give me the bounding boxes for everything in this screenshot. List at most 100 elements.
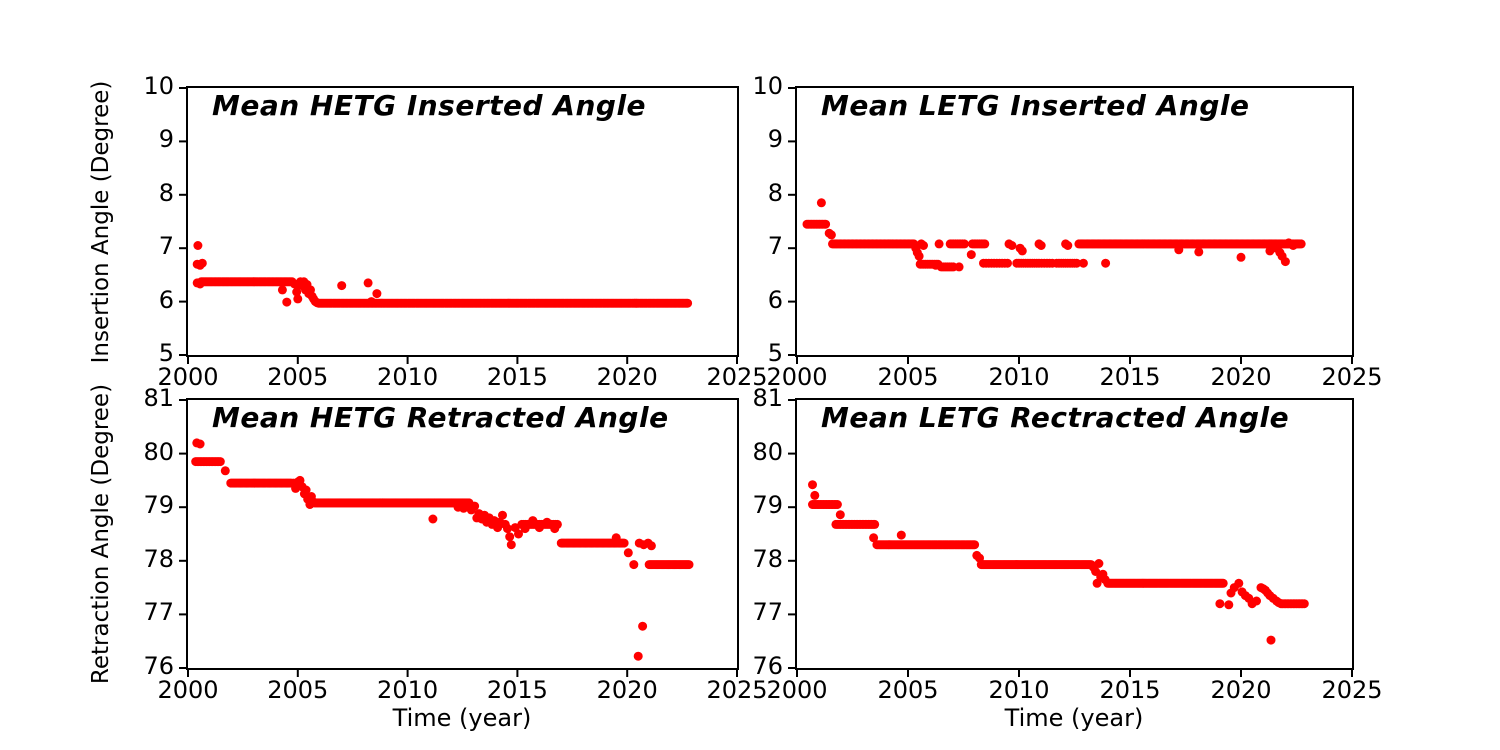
data-point: [470, 501, 480, 511]
panel-letg-inserted: Mean LETG Inserted Angle 2000 2005 2010 201…: [752, 72, 1382, 391]
data-point: [638, 621, 648, 631]
panel-title-letg-inserted: Mean LETG Inserted Angle: [821, 89, 1250, 122]
y-tick-label: 78: [143, 544, 174, 573]
data-point: [1194, 247, 1204, 257]
data-point: [277, 285, 287, 295]
data-point: [503, 524, 512, 534]
x-tick-label: 2015: [486, 676, 548, 704]
data-point: [1224, 600, 1234, 610]
data-point: [514, 529, 523, 539]
x-axis-label-left: Time (year): [392, 704, 532, 732]
data-point: [542, 517, 552, 527]
x-tick-label: 2000: [766, 676, 828, 704]
data-point: [215, 457, 225, 467]
x-axis-label-right: Time (year): [1004, 704, 1144, 732]
letg-retracted-plot-area: [788, 399, 1353, 677]
x-tick-label: 2020: [1210, 363, 1272, 391]
data-point: [1266, 635, 1276, 645]
data-point: [1252, 596, 1261, 606]
x-tick-label: 2005: [877, 363, 939, 391]
data-point: [975, 553, 984, 563]
x-tick-label: 2020: [1210, 676, 1272, 704]
panel-title-letg-retracted: Mean LETG Rectracted Angle: [821, 401, 1290, 434]
x-tick-label: 2015: [1099, 363, 1161, 391]
y-tick-label: 77: [752, 598, 783, 627]
data-point: [293, 294, 303, 304]
x-tick-label: 2025: [706, 363, 768, 391]
y-tick-label: 81: [143, 384, 174, 412]
x-tick-label: 2020: [596, 676, 658, 704]
letg-inserted-plot-area: [788, 87, 1353, 364]
data-point: [1078, 258, 1088, 268]
x-tick-label: 2010: [377, 676, 439, 704]
data-point: [832, 500, 842, 509]
data-point: [1063, 241, 1073, 250]
y-tick-label: 10: [752, 72, 783, 100]
panel-hetg-inserted: Mean HETG Inserted Angle 2000 2005 2010 201…: [143, 72, 767, 391]
data-point: [1218, 578, 1228, 588]
panel-hetg-retracted: Mean HETG Retracted Angle 2000 2005 2010 20…: [143, 384, 767, 704]
data-point: [506, 540, 516, 550]
y-tick-label: 6: [158, 285, 174, 314]
data-point: [914, 251, 924, 261]
data-point: [197, 258, 207, 268]
y-tick-label: 81: [752, 384, 783, 412]
data-point: [619, 538, 629, 548]
y-tick-label: 8: [158, 178, 174, 207]
y-tick-label: 80: [143, 437, 174, 466]
data-point: [195, 439, 205, 449]
data-point: [372, 289, 382, 299]
data-point: [428, 514, 438, 524]
y-tick-label: 78: [752, 544, 783, 573]
y-tick-label: 5: [767, 339, 783, 367]
data-point: [1174, 245, 1184, 255]
data-point: [810, 490, 820, 500]
data-point: [633, 651, 643, 661]
x-tick-label: 2005: [267, 363, 329, 391]
panel-letg-retracted: Mean LETG Rectracted Angle 2000 2005 2010 2…: [752, 384, 1382, 704]
panel-title-hetg-inserted: Mean HETG Inserted Angle: [212, 89, 647, 122]
data-point: [1215, 599, 1225, 609]
data-point: [1288, 241, 1298, 250]
data-point: [534, 523, 544, 533]
data-point: [980, 239, 990, 249]
y-tick-label: 77: [143, 598, 174, 627]
data-point: [826, 230, 836, 240]
data-point: [195, 279, 205, 289]
panel-title-hetg-retracted: Mean HETG Retracted Angle: [212, 401, 669, 434]
data-point: [966, 250, 976, 260]
data-point: [821, 219, 831, 229]
scatter-series: [191, 438, 694, 661]
data-point: [683, 298, 693, 308]
data-point: [312, 298, 322, 308]
y-tick-label: 79: [143, 491, 174, 520]
data-point: [1003, 258, 1012, 268]
data-point: [1274, 598, 1284, 608]
data-point: [363, 278, 373, 288]
x-tick-label: 2000: [157, 363, 219, 391]
x-tick-label: 2005: [877, 676, 939, 704]
data-point: [808, 480, 817, 490]
data-point: [550, 524, 560, 534]
data-point: [1017, 246, 1027, 256]
y-tick-label: 76: [752, 652, 783, 680]
data-point: [934, 239, 944, 249]
x-tick-label: 2010: [988, 363, 1050, 391]
hetg-inserted-plot-area: [179, 87, 738, 364]
data-point: [1100, 575, 1110, 585]
x-tick-label: 2020: [596, 363, 658, 391]
y-tick-label: 7: [158, 232, 174, 261]
data-point: [835, 510, 845, 520]
data-point: [498, 510, 507, 520]
x-tick-label: 2015: [1099, 676, 1161, 704]
data-point: [959, 239, 969, 249]
x-tick-label: 2025: [1321, 676, 1383, 704]
x-tick-label: 2000: [766, 363, 828, 391]
data-point: [282, 297, 292, 307]
y-tick-label: 76: [143, 652, 174, 680]
data-point: [1094, 559, 1104, 568]
y-tick-label: 5: [158, 339, 174, 367]
data-point: [505, 532, 515, 542]
x-tick-label: 2010: [988, 676, 1050, 704]
